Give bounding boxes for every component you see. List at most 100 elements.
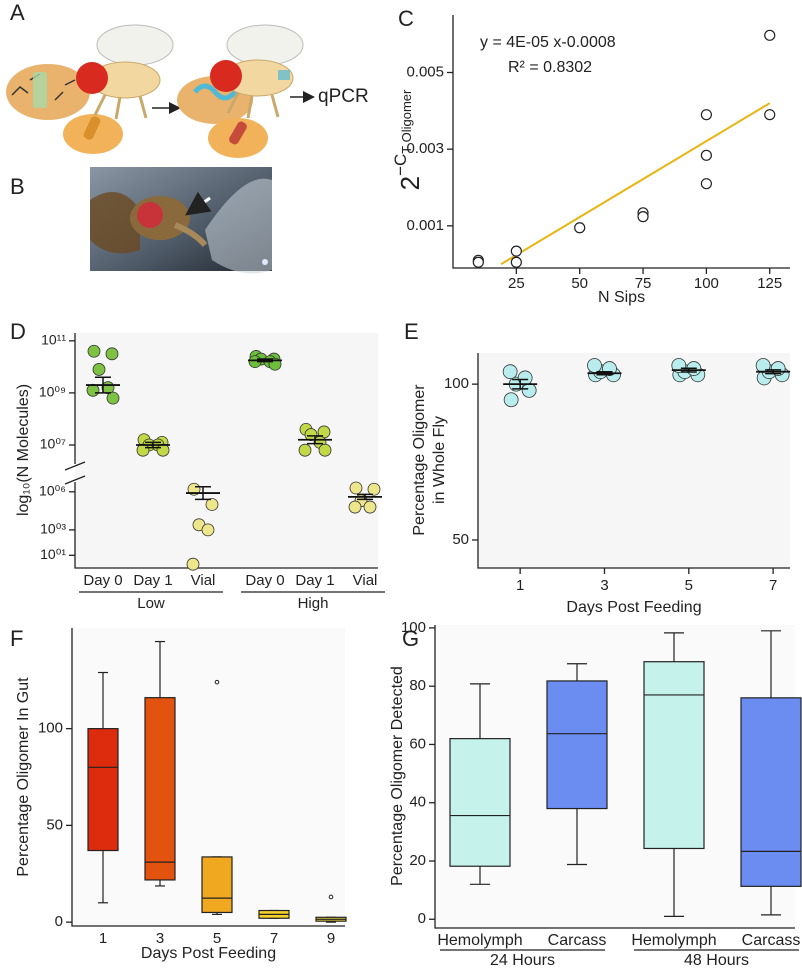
x-tick-label: Vial [353,572,378,589]
point [87,344,101,358]
point [472,256,484,268]
box [87,728,119,852]
y-tick-label: 40 [409,794,426,811]
annotation: R² = 0.8302 [508,59,592,76]
group-label: High [298,595,329,612]
y-tick-label: 80 [409,677,426,694]
y-axis-label: log₁₀(N Molecules) [15,384,32,516]
y-tick-label: 10⁰⁹ [39,384,66,400]
point [510,245,522,257]
annotation: y = 4E-05 x-0.0008 [480,34,616,51]
point [106,391,120,405]
point [510,256,522,268]
point [587,358,602,373]
point [574,222,586,234]
y-tick-label: 10⁰³ [40,521,66,537]
y-tick-label: 20 [409,852,426,869]
y-tick-label: 10⁰⁷ [40,436,66,452]
x-tick-label: 9 [327,930,335,947]
point [521,382,537,398]
y-tick-label: 0.005 [406,63,444,80]
axes [477,353,790,569]
outlier [214,679,220,685]
y-axis-label: Percentage Oligomer In Gut [15,677,32,877]
box [449,738,511,867]
x-tick-label: 7 [769,577,777,594]
point [363,500,377,514]
y-axis-label-part: T Oligomer [399,89,414,154]
x-tick-label: 3 [156,930,164,947]
x-tick-label: Day 0 [245,572,284,589]
x-axis-label: Days Post Feeding [566,599,701,616]
point [367,482,381,496]
y-axis-label-part: −C [391,154,410,176]
error-bar [307,435,323,445]
box [201,856,233,914]
error-bar [95,376,111,394]
y-tick-label: 0.001 [406,217,444,234]
y-tick-label: 10⁰¹ [40,546,66,562]
axes [434,625,795,929]
point [637,211,649,223]
photo [90,167,272,274]
point [700,178,712,190]
error-bar [145,441,161,449]
point [298,443,312,457]
panel-label: G [402,626,419,651]
point [156,443,170,457]
y-tick-label: 0 [55,913,63,930]
box [144,697,176,881]
x-tick-label: 1 [516,577,524,594]
group-label: 48 Hours [684,952,749,969]
x-tick-label: 50 [571,275,588,292]
x-tick-label: 5 [213,930,221,947]
y-axis-label-part: 2 [395,176,425,190]
x-tick-label: Hemolymph [437,932,522,949]
box [740,697,802,887]
x-axis-label: N Sips [598,289,645,306]
x-tick-label: 7 [270,930,278,947]
point [348,500,362,514]
point [92,363,106,376]
point [764,109,776,121]
x-tick-label: Carcass [742,932,801,949]
point [105,347,119,361]
schematic-label: qPCR [318,86,369,107]
panel-label: C [398,6,414,31]
point [201,523,215,537]
point [503,392,519,408]
x-tick-label: 100 [694,275,719,292]
x-tick-label: 25 [508,275,525,292]
fit-line [500,102,771,266]
y-tick-label: 50 [452,531,469,548]
point [349,481,363,495]
x-tick-label: 3 [600,577,608,594]
x-tick-label: 125 [757,275,782,292]
box [643,661,705,850]
axes [71,628,345,927]
y-tick-label: 100 [38,720,63,737]
y-tick-label: 10¹¹ [41,332,66,348]
outlier [328,894,334,900]
group-label: Low [137,595,165,612]
point [502,364,518,380]
y-axis-label: Percentage Oligomer Detected [389,666,406,886]
plot-background [75,333,378,568]
y-axis-label: Percentage Oligomer [411,384,428,536]
panel-label: B [10,174,25,199]
error-bar [765,369,782,375]
y-tick-label: 100 [401,619,426,636]
y-axis-label: in Whole Fly [431,416,448,504]
y-tick-label: 0.003 [406,140,444,157]
panel-label: E [404,319,419,344]
error-bar [680,367,697,373]
x-tick-label: 1 [99,930,107,947]
group-label: 24 Hours [490,952,555,969]
point [700,149,712,161]
x-tick-label: Vial [191,572,216,589]
point [86,383,100,397]
x-tick-label: Hemolymph [631,932,716,949]
y-tick-label: 50 [46,816,63,833]
point [136,443,150,457]
error-bar [195,485,211,501]
